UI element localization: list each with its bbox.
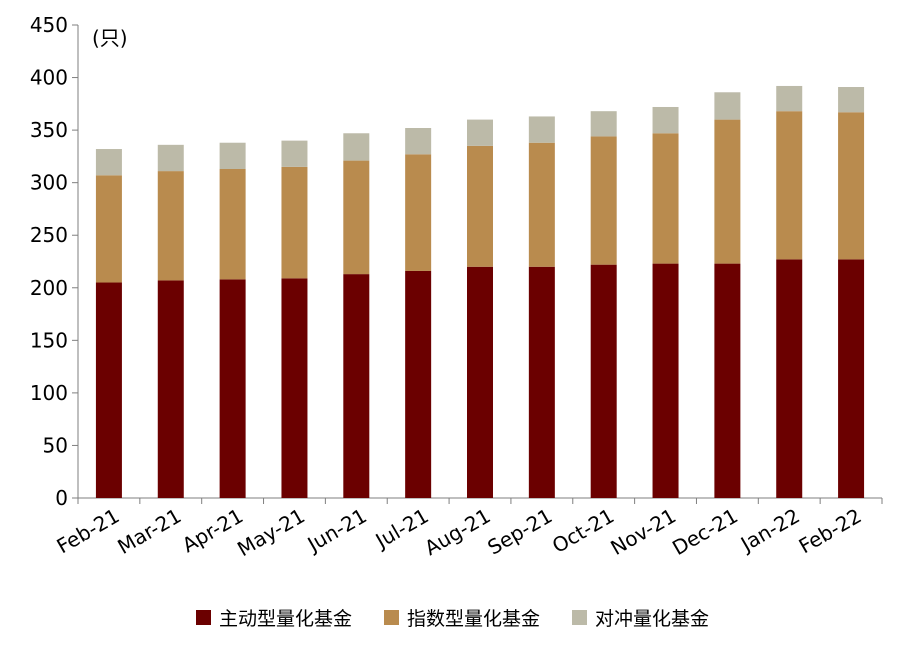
legend-swatch-index-quant (383, 610, 399, 625)
bar-segment-index (714, 119, 741, 264)
y-axis-ticks: 0 50 100 150 200 250 300 350 400 450 (30, 13, 78, 510)
bar-segment-hedge (157, 144, 184, 172)
y-tick-label: 350 (30, 118, 68, 142)
chart-bars (95, 85, 865, 498)
bar-segment-index (652, 133, 679, 264)
legend-label-active-quant: 主动型量化基金 (218, 608, 352, 630)
bar-segment-active (652, 263, 679, 498)
bar-segment-hedge (776, 85, 803, 112)
x-tick-label: Aug-21 (420, 504, 494, 561)
y-axis-unit-label: (只) (92, 26, 128, 50)
bar-segment-hedge (219, 142, 246, 170)
bar-segment-active (219, 279, 246, 498)
bar-segment-hedge (405, 128, 432, 155)
x-tick-label: Mar-21 (113, 504, 185, 559)
x-tick-label: Sep-21 (483, 504, 556, 560)
bar-segment-active (838, 259, 865, 498)
y-tick-label: 450 (30, 13, 68, 37)
chart-legend: 主动型量化基金 指数型量化基金 对冲量化基金 (0, 604, 905, 631)
legend-label-hedge-quant: 对冲量化基金 (595, 608, 710, 630)
bar-segment-active (95, 282, 122, 498)
bar-segment-index (776, 111, 803, 260)
x-tick-label: Nov-21 (606, 504, 680, 560)
bar-segment-active (590, 264, 617, 498)
x-tick-label: Apr-21 (178, 504, 247, 558)
bar-segment-active (281, 278, 308, 498)
bar-segment-hedge (652, 106, 679, 134)
x-tick-label: Jan-22 (735, 504, 804, 558)
y-tick-label: 300 (30, 171, 68, 195)
x-tick-label: May-21 (233, 504, 309, 562)
y-tick-label: 0 (55, 486, 68, 510)
y-tick-label: 400 (30, 66, 68, 90)
y-tick-label: 100 (30, 381, 68, 405)
y-tick-label: 200 (30, 276, 68, 300)
y-tick-label: 150 (30, 328, 68, 352)
bar-segment-index (157, 171, 184, 281)
x-tick-label: Dec-21 (668, 504, 742, 560)
bar-segment-index (590, 136, 617, 265)
x-tick-label: Feb-22 (795, 504, 866, 559)
x-tick-label: Jun-21 (302, 504, 371, 558)
bar-segment-index (528, 142, 555, 267)
legend-item-index-quant: 指数型量化基金 (383, 604, 540, 631)
bar-segment-hedge (838, 87, 865, 113)
bar-segment-index (467, 145, 493, 267)
bar-segment-index (838, 112, 865, 260)
bar-segment-active (467, 266, 493, 498)
bar-segment-hedge (528, 116, 555, 143)
bar-segment-hedge (714, 92, 741, 120)
bar-segment-index (405, 154, 432, 271)
y-tick-label: 50 (43, 433, 68, 457)
bar-segment-index (95, 175, 122, 283)
bar-segment-index (219, 169, 246, 280)
bar-segment-hedge (95, 149, 122, 176)
bar-segment-active (405, 270, 432, 498)
legend-item-hedge-quant: 对冲量化基金 (572, 604, 709, 631)
legend-item-active-quant: 主动型量化基金 (195, 604, 352, 631)
bar-segment-hedge (343, 133, 370, 161)
x-tick-label: Feb-21 (52, 504, 123, 559)
x-tick-label: Oct-21 (548, 504, 618, 558)
bar-segment-index (343, 160, 370, 275)
bar-segment-index (281, 166, 308, 279)
bar-segment-active (714, 263, 741, 498)
bar-segment-hedge (467, 119, 493, 146)
bar-segment-active (343, 274, 370, 498)
y-tick-label: 250 (30, 223, 68, 247)
bar-segment-active (528, 266, 555, 498)
legend-label-index-quant: 指数型量化基金 (406, 608, 540, 630)
bar-segment-active (776, 259, 803, 498)
legend-swatch-active-quant (195, 610, 211, 625)
bar-segment-hedge (590, 111, 617, 137)
legend-swatch-hedge-quant (572, 610, 587, 625)
bar-segment-hedge (281, 140, 308, 167)
bar-segment-active (157, 280, 184, 498)
